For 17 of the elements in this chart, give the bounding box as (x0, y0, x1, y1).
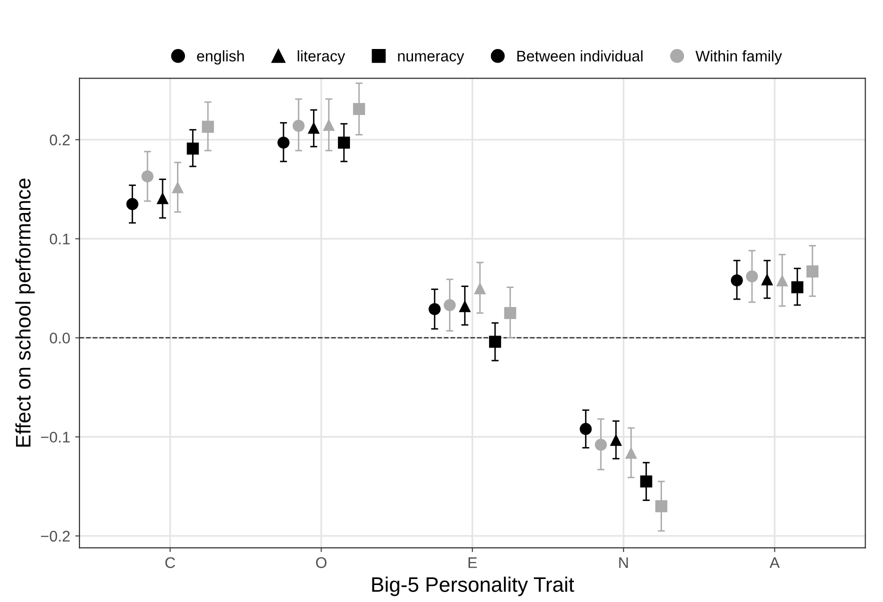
y-tick-label: −0.1 (41, 432, 70, 443)
text: numeracy (398, 53, 464, 65)
y-axis-title: Effect on school performance (15, 178, 35, 447)
x-tick-label: C (165, 557, 176, 568)
x-tick-label: E (468, 557, 477, 568)
text: Between individual (517, 50, 642, 62)
y-tick-label: −0.2 (41, 530, 70, 542)
text: literacy (298, 50, 346, 65)
text: english (197, 50, 244, 65)
x-axis-title: Big-5 Personality Trait (372, 576, 574, 596)
y-tick-label: 0.2 (50, 134, 70, 146)
y-tick-label: 0.1 (50, 234, 70, 244)
text: Within family (696, 50, 782, 65)
y-tick-label: 0.0 (50, 332, 70, 344)
x-tick-label: O (316, 557, 326, 568)
x-tick-label: N (619, 557, 628, 568)
x-tick-label: A (770, 557, 780, 568)
